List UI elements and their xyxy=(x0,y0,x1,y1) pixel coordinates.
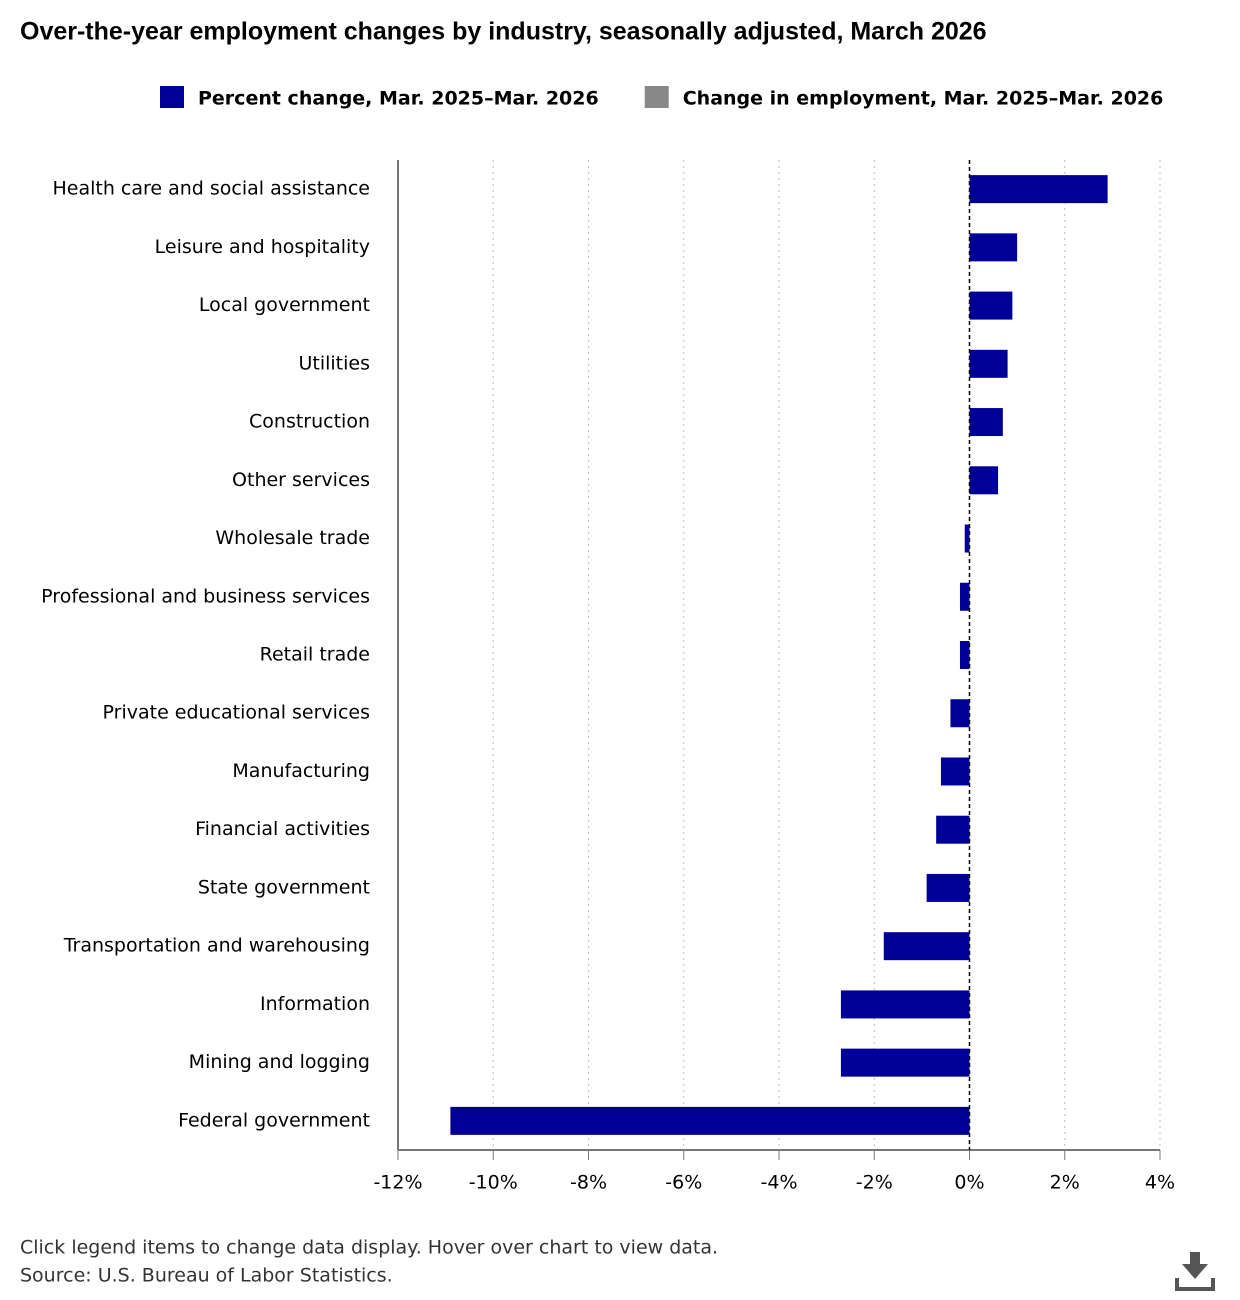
note: Source: U.S. Bureau of Labor Statistics. xyxy=(20,1265,393,1287)
bar[interactable] xyxy=(969,175,1108,204)
x-tick-label: -2% xyxy=(856,1172,893,1194)
bar[interactable] xyxy=(959,641,970,669)
x-tick-label: -6% xyxy=(665,1172,702,1194)
y-tick-label: Retail trade xyxy=(260,644,370,666)
bar[interactable] xyxy=(940,757,970,786)
bar[interactable] xyxy=(969,349,1008,378)
x-tick-label: 0% xyxy=(954,1172,984,1194)
x-tick-label: 2% xyxy=(1050,1172,1080,1194)
x-tick-label: -12% xyxy=(373,1172,422,1194)
x-tick-label: -8% xyxy=(570,1172,607,1194)
bar[interactable] xyxy=(959,582,970,611)
x-tick-label: 4% xyxy=(1145,1172,1175,1194)
bar[interactable] xyxy=(969,233,1018,262)
y-tick-label: Health care and social assistance xyxy=(52,178,370,200)
bar[interactable] xyxy=(969,291,1013,320)
y-tick-label: State government xyxy=(198,876,370,898)
y-tick-label: Financial activities xyxy=(195,818,370,840)
bar[interactable] xyxy=(883,932,970,961)
y-tick-label: Information xyxy=(260,993,370,1015)
y-tick-label: Private educational services xyxy=(103,702,370,724)
bar[interactable] xyxy=(450,1106,970,1135)
x-tick-label: -4% xyxy=(761,1172,798,1194)
bar[interactable] xyxy=(840,990,970,1019)
bar[interactable] xyxy=(950,699,970,728)
bar[interactable] xyxy=(969,408,1003,437)
y-tick-label: Other services xyxy=(232,469,370,491)
y-tick-label: Professional and business services xyxy=(41,585,370,607)
legend-swatch[interactable] xyxy=(644,86,669,108)
bar[interactable] xyxy=(926,873,970,902)
bar[interactable] xyxy=(969,466,999,495)
y-tick-label: Federal government xyxy=(178,1109,370,1131)
legend-label[interactable]: Change in employment, Mar. 2025–Mar. 202… xyxy=(683,88,1164,110)
y-tick-label: Mining and logging xyxy=(189,1051,370,1073)
y-tick-label: Leisure and hospitality xyxy=(155,236,370,258)
y-tick-label: Local government xyxy=(199,294,370,316)
chart-title: Over-the-year employment changes by indu… xyxy=(20,18,987,46)
y-tick-label: Manufacturing xyxy=(232,760,370,782)
y-tick-label: Utilities xyxy=(298,352,370,374)
x-tick-label: -10% xyxy=(469,1172,518,1194)
legend-label[interactable]: Percent change, Mar. 2025–Mar. 2026 xyxy=(198,88,599,110)
bar[interactable] xyxy=(840,1048,970,1077)
y-tick-label: Construction xyxy=(249,411,370,433)
y-tick-label: Transportation and warehousing xyxy=(63,935,370,957)
bar[interactable] xyxy=(936,815,970,844)
y-tick-label: Wholesale trade xyxy=(215,527,370,549)
bar[interactable] xyxy=(964,524,970,553)
download-icon[interactable] xyxy=(1175,1252,1215,1291)
note: Click legend items to change data displa… xyxy=(20,1237,718,1259)
legend-swatch[interactable] xyxy=(160,86,184,108)
